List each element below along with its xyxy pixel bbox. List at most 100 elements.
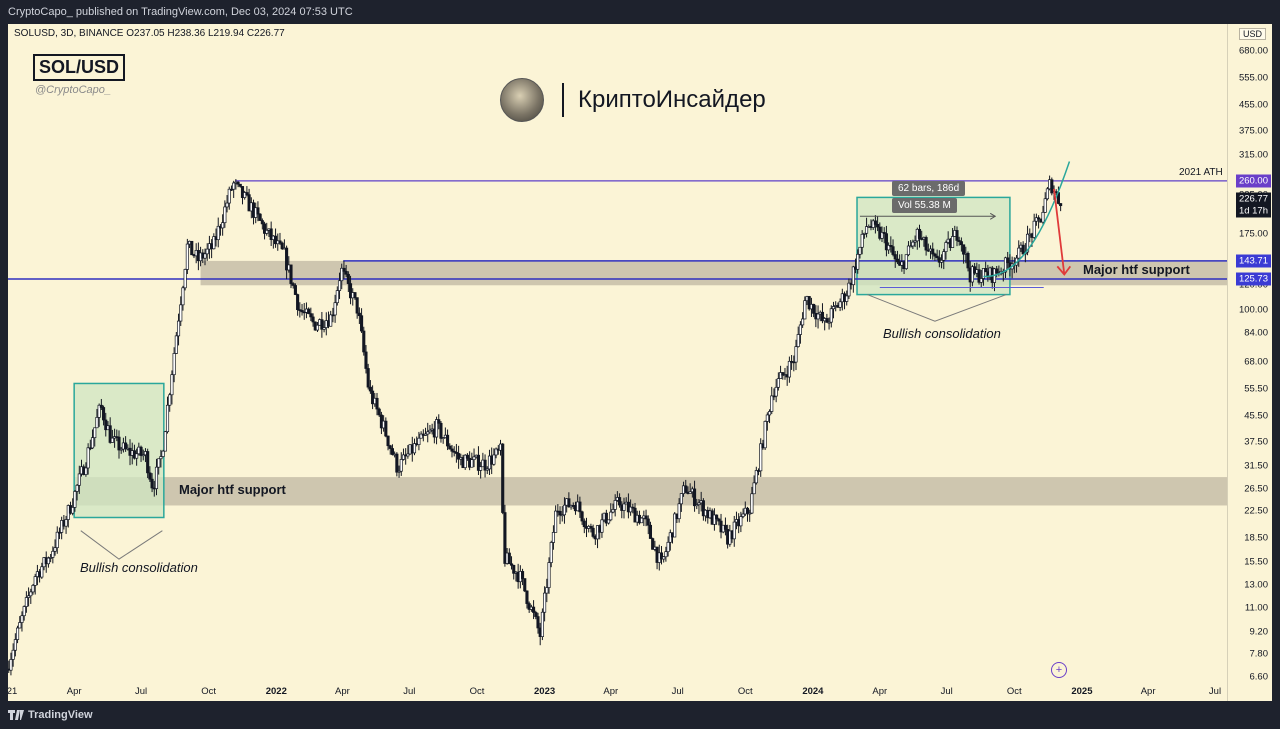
candle-body-442	[981, 268, 986, 279]
candle-body-373	[829, 308, 833, 323]
candle-body-177	[397, 470, 401, 473]
candle-body-466	[1034, 217, 1038, 222]
candle-body-401	[891, 246, 895, 255]
chart-area[interactable]: SOLUSD, 3D, BINANCE O237.05 H238.36 L219…	[8, 24, 1272, 701]
candle-body-63	[146, 451, 150, 474]
candle-body-236	[527, 603, 531, 610]
candle-body-8	[24, 597, 28, 607]
price-scale[interactable]: USD 6.60 7.80 9.20 11.00 13.00 15.50 18.50 22.5…	[1227, 24, 1272, 701]
candle-body-354	[787, 360, 791, 378]
candle-body-338	[752, 482, 756, 495]
candle-body-250	[558, 510, 562, 516]
candle-body-299	[666, 541, 670, 553]
candle-body-46	[108, 425, 112, 443]
candle-body-440	[977, 269, 981, 283]
time-tick-label: Apr	[872, 686, 888, 697]
candle-body-349	[776, 378, 780, 388]
candle-body-201	[450, 448, 454, 452]
candle-body-2	[11, 649, 15, 660]
candle-body-11	[31, 585, 35, 593]
candle-body-137	[309, 313, 313, 318]
candle-body-300	[668, 532, 672, 543]
candle-body-335	[745, 507, 750, 514]
candle-body-473	[1050, 179, 1054, 194]
candle-body-102	[232, 182, 236, 190]
candle-body-320	[712, 514, 716, 525]
price-tick-label: 68.00	[1244, 356, 1268, 368]
candle-body-71	[163, 431, 167, 452]
time-tick-label: 21	[8, 686, 18, 697]
candle-body-269	[600, 519, 604, 533]
candle-body-265	[591, 527, 595, 537]
candle-body-242	[540, 611, 544, 637]
candle-body-38	[90, 437, 95, 449]
price-tag-226.77: 226.77	[1235, 192, 1271, 206]
candle-body-41	[97, 404, 101, 418]
candle-body-462	[1026, 233, 1030, 253]
candle-body-123	[278, 240, 282, 244]
candle-body-477	[1059, 203, 1063, 207]
candle-body-225	[503, 512, 507, 564]
ath-label: 2021 ATH	[1179, 167, 1223, 178]
time-tick-label: Jul	[403, 686, 416, 697]
candle-body-302	[673, 513, 677, 538]
brand-divider	[562, 83, 564, 117]
time-tick-label: 2024	[802, 686, 824, 697]
candle-body-312	[695, 504, 699, 507]
candle-body-271	[604, 512, 608, 524]
candle-body-283	[631, 506, 635, 509]
candle-body-224	[501, 443, 505, 513]
candle-body-6	[20, 615, 24, 623]
candle-body-217	[485, 468, 489, 471]
candle-body-274	[611, 509, 615, 513]
candle-body-35	[84, 467, 88, 475]
candle-body-248	[554, 510, 558, 533]
candle-body-165	[371, 390, 375, 405]
candle-body-365	[812, 303, 816, 314]
compass-icon[interactable]: +	[1051, 662, 1067, 678]
candle-body-204	[457, 453, 461, 460]
tradingview-logo-text: TradingView	[28, 709, 93, 721]
candle-body-264	[589, 526, 593, 529]
candle-body-197	[441, 437, 445, 439]
candle-body-458	[1017, 247, 1021, 259]
candle-body-1	[9, 659, 13, 671]
candle-body-216	[483, 459, 487, 471]
candle-body-289	[644, 515, 648, 520]
candle-body-130	[293, 285, 297, 295]
candle-body-220	[492, 454, 496, 465]
measure-tooltip-volume: Vol 55.38 M	[892, 198, 957, 213]
candle-body-173	[388, 445, 392, 449]
time-tick-label: Jul	[940, 686, 953, 697]
candle-body-304	[677, 503, 681, 520]
candle-body-425	[944, 242, 948, 252]
candle-body-290	[646, 518, 650, 526]
tradingview-logo[interactable]: TradingView	[8, 709, 93, 721]
price-tick-label: 26.50	[1244, 483, 1268, 495]
candle-body-359	[798, 324, 802, 335]
candle-body-78	[179, 304, 183, 322]
candle-body-453	[1006, 257, 1010, 264]
candle-body-210	[470, 459, 474, 468]
candle-body-238	[532, 606, 536, 613]
currency-label[interactable]: USD	[1238, 28, 1266, 40]
candle-body-153	[344, 270, 348, 275]
candle-body-152	[342, 267, 346, 272]
candle-body-67	[154, 466, 159, 489]
candle-body-22	[55, 531, 59, 549]
candle-body-99	[225, 202, 229, 208]
candle-body-277	[618, 497, 622, 506]
candle-body-4	[16, 627, 20, 640]
candle-body-360	[801, 318, 805, 326]
candle-body-397	[882, 232, 886, 234]
price-tick-label: 11.00	[1244, 602, 1268, 614]
candle-body-207	[463, 454, 467, 469]
candle-body-259	[578, 501, 582, 513]
candle-body-313	[697, 502, 701, 505]
candle-body-329	[732, 521, 736, 540]
candle-body-213	[476, 454, 481, 471]
candle-body-367	[816, 313, 820, 320]
candle-body-432	[959, 241, 963, 246]
candle-body-409	[909, 245, 913, 248]
price-tick-label: 15.50	[1244, 556, 1268, 568]
